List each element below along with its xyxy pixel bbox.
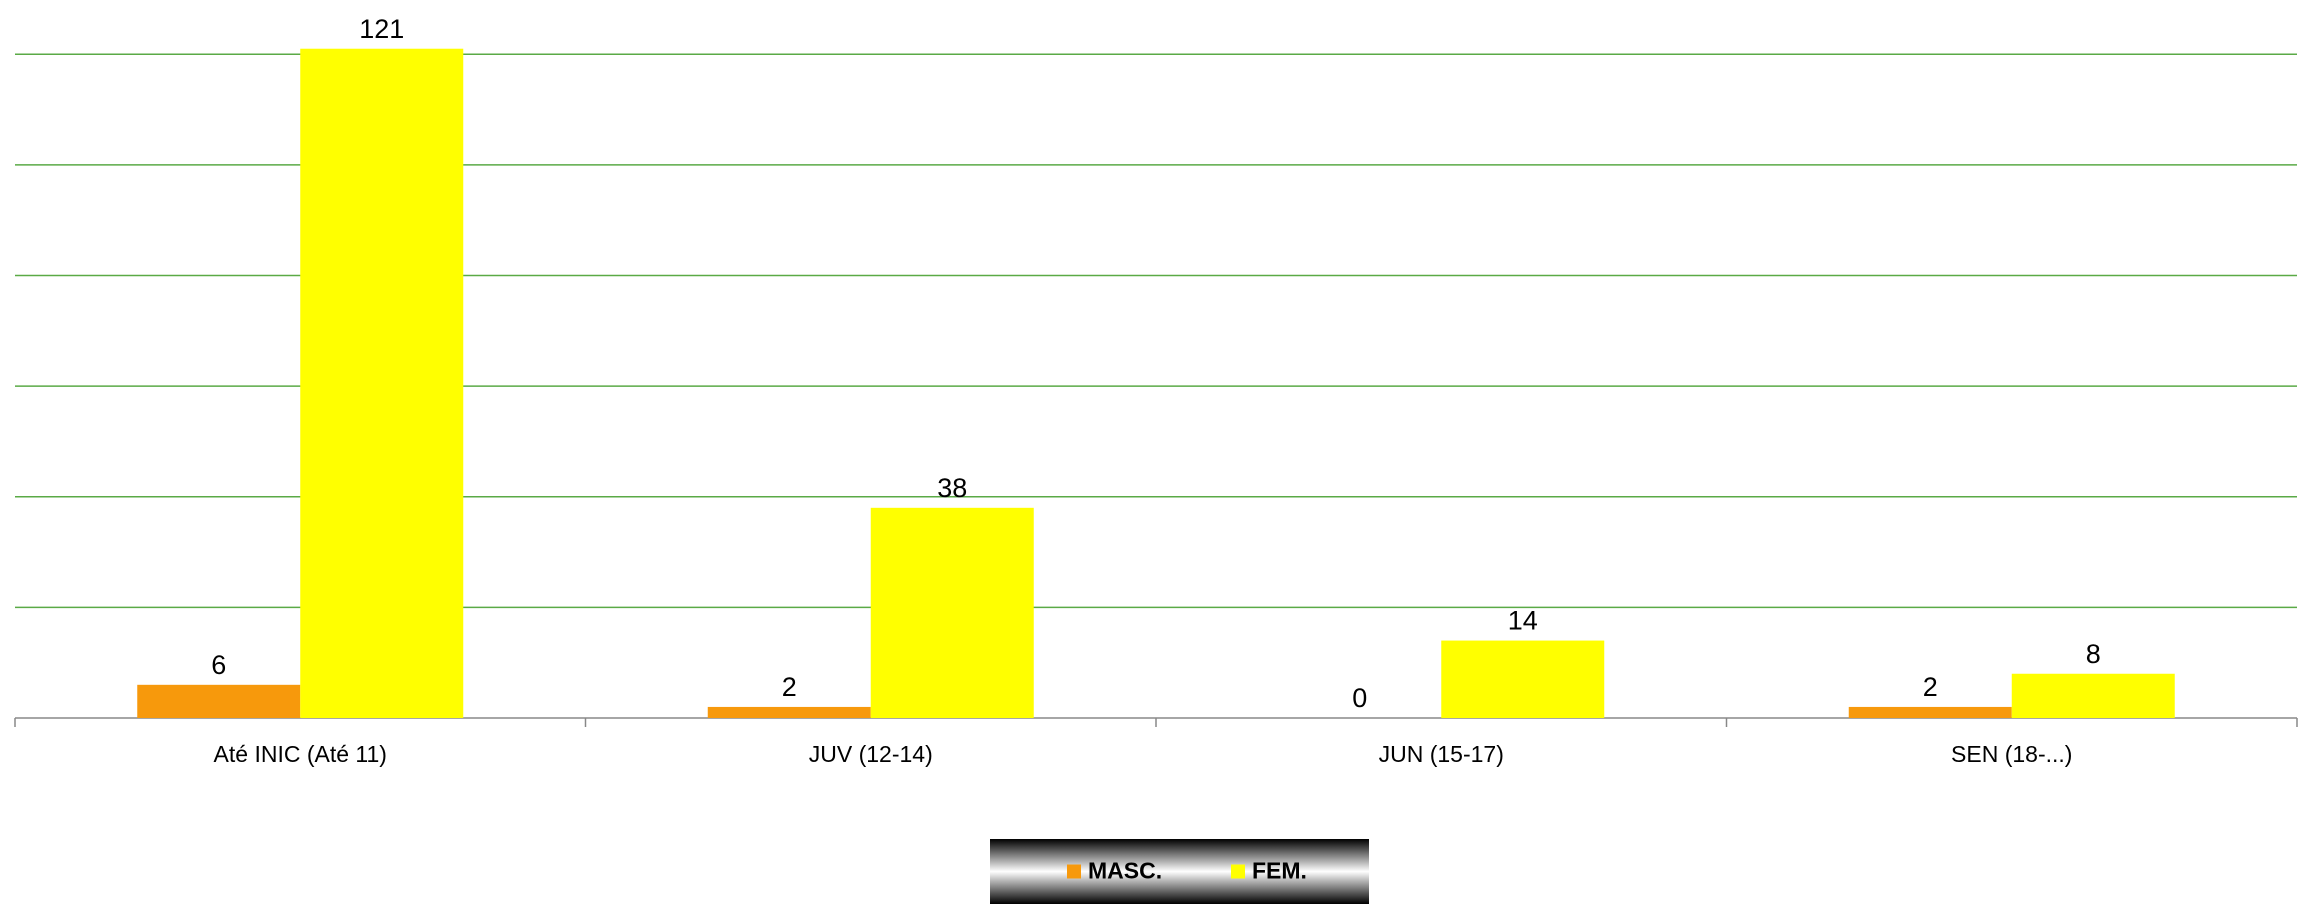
data-label: 6: [211, 650, 226, 680]
bar: [1441, 640, 1605, 718]
data-label: 8: [2086, 639, 2101, 669]
x-tick-label: Até INIC (Até 11): [214, 741, 387, 767]
legend-label: FEM.: [1252, 858, 1307, 884]
bar: [870, 507, 1034, 718]
data-label: 2: [782, 672, 797, 702]
legend-box: [990, 839, 1369, 904]
legend-label: MASC.: [1088, 858, 1162, 884]
bar: [1848, 706, 2012, 718]
bar: [707, 706, 871, 718]
x-tick-label: JUN (15-17): [1379, 741, 1504, 767]
x-tick-label: JUV (12-14): [809, 741, 933, 767]
bar: [300, 48, 464, 718]
legend-swatch: [1067, 864, 1081, 879]
x-tick-label: SEN (18-...): [1951, 741, 2072, 767]
data-label: 121: [359, 14, 404, 44]
legend-swatch: [1231, 864, 1245, 879]
data-label: 14: [1508, 606, 1538, 636]
data-label: 38: [937, 473, 967, 503]
bar: [137, 684, 301, 718]
data-label: 0: [1352, 683, 1367, 713]
data-label: 2: [1923, 672, 1938, 702]
bar: [2011, 673, 2175, 718]
